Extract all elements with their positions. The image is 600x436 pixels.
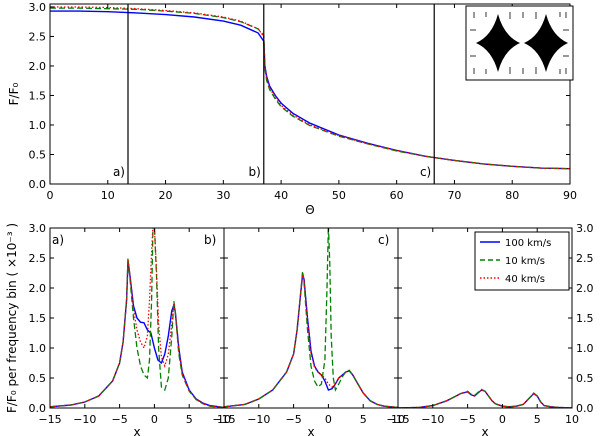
panel-a-y-tick-label: 2.0 xyxy=(29,282,47,295)
panel-c-y-tick-label: 0.0 xyxy=(576,402,594,415)
panel-a-y-tick-label: 1.0 xyxy=(29,342,47,355)
panel-b-x-tick-label: −15 xyxy=(212,413,235,426)
top-x-tick-label: 80 xyxy=(505,189,519,202)
panel-a-y-tick-label: 3.0 xyxy=(29,222,47,235)
top-x-tick-label: 60 xyxy=(390,189,404,202)
inset-image xyxy=(465,5,574,81)
top-marker-label: a) xyxy=(113,165,125,179)
inset-vector-field xyxy=(470,12,569,74)
top-marker-group: a) b) c) xyxy=(113,4,435,184)
inset-shape-left xyxy=(476,14,520,72)
panel-a-x-tick-label: 5 xyxy=(186,413,193,426)
panel-c-x-tick-label: −10 xyxy=(421,413,444,426)
panel-b-x-tick-label: 5 xyxy=(360,413,367,426)
panel-a-series-100-km-s xyxy=(50,260,224,408)
bottom-axis-ticks: −15 −10 −5 0 5 10−15 −10 −5 0 5 10−15 −10 −5 0 5 100.00… xyxy=(29,222,594,426)
panel-c-x-tick-label: 0 xyxy=(499,413,506,426)
panel-b-series-40-km-s xyxy=(224,272,398,408)
inset-shape-right xyxy=(524,14,568,72)
top-y-axis-label: F/F₀ xyxy=(7,82,21,105)
panel-a-x-axis-label: x xyxy=(133,425,140,436)
top-x-tick-label: 70 xyxy=(447,189,461,202)
panel-a-y-tick-label: 0.0 xyxy=(29,402,47,415)
panel-c-y-tick-label: 3.0 xyxy=(576,222,594,235)
top-y-tick-label: 2.0 xyxy=(29,60,47,73)
panel-a-x-tick-label: −15 xyxy=(38,413,61,426)
panel-c-x-tick-label: 5 xyxy=(534,413,541,426)
panel-b-x-tick-label: −10 xyxy=(247,413,270,426)
panel-c-x-axis-label: x xyxy=(481,425,488,436)
panel-a-series-group xyxy=(50,228,224,408)
top-series-40-km-s xyxy=(50,6,570,170)
top-y-tick-label: 1.5 xyxy=(29,89,47,102)
panel-b-frame xyxy=(223,227,399,409)
panel-a-x-tick-label: 0 xyxy=(151,413,158,426)
panel-c-y-tick-label: 2.0 xyxy=(576,282,594,295)
top-series-group xyxy=(50,6,570,170)
panel-a-y-tick-label: 0.5 xyxy=(29,372,47,385)
top-y-tick-label: 3.0 xyxy=(29,1,47,14)
top-plot-frame xyxy=(49,3,571,185)
top-y-tick-label: 2.5 xyxy=(29,30,47,43)
panel-b-series-group xyxy=(224,228,398,408)
top-x-tick-label: 10 xyxy=(101,189,115,202)
top-panel: a) b) c) 0 10 20 30 40 50 60 70 80 90 0.0 0.5 1.0 1.5 2.… xyxy=(7,1,577,217)
panel-b-series-10-km-s xyxy=(224,228,398,408)
panel-a-x-tick-label: 10 xyxy=(217,413,231,426)
top-marker-label: b) xyxy=(248,165,260,179)
top-x-tick-label: 20 xyxy=(159,189,173,202)
top-x-tick-label: 50 xyxy=(332,189,346,202)
panel-c-x-tick-label: −5 xyxy=(459,413,475,426)
panel-b-label: b) xyxy=(204,233,216,247)
panel-c-series-10-km-s xyxy=(398,388,572,408)
panel-c-y-tick-label: 1.5 xyxy=(576,312,594,325)
top-marker-label: c) xyxy=(420,165,431,179)
top-x-tick-label: 40 xyxy=(274,189,288,202)
top-y-tick-label: 1.0 xyxy=(29,119,47,132)
legend-label-100: 100 km/s xyxy=(505,238,551,249)
panel-a-x-tick-label: −5 xyxy=(111,413,127,426)
bottom-panels: −15 −10 −5 0 5 10−15 −10 −5 0 5 10−15 −10 −5 0 5 100.00… xyxy=(5,222,594,436)
panel-c-y-tick-label: 0.5 xyxy=(576,372,594,385)
panel-a-y-tick-label: 2.5 xyxy=(29,252,47,265)
panel-b-series-100-km-s xyxy=(224,274,398,408)
panel-c-y-tick-label: 1.0 xyxy=(576,342,594,355)
panel-b-x-tick-label: −5 xyxy=(285,413,301,426)
top-y-tick-label: 0.0 xyxy=(29,178,47,191)
legend-label-40: 40 km/s xyxy=(505,274,545,285)
panel-b-x-axis-label: x xyxy=(307,425,314,436)
top-x-axis-label: Θ xyxy=(305,203,314,217)
top-x-tick-label: 30 xyxy=(216,189,230,202)
top-x-tick-label: 90 xyxy=(563,189,577,202)
bottom-y-axis-label: F/F₀ per frequency bin ( ×10⁻³ ) xyxy=(5,223,19,413)
panel-b-x-tick-label: 0 xyxy=(325,413,332,426)
legend: 100 km/s 10 km/s 40 km/s xyxy=(474,231,570,291)
panel-a-label: a) xyxy=(52,233,64,247)
panel-c-x-tick-label: 10 xyxy=(565,413,579,426)
panel-a-y-tick-label: 1.5 xyxy=(29,312,47,325)
top-x-tick-label: 0 xyxy=(47,189,54,202)
panel-c-series-40-km-s xyxy=(398,389,572,408)
panel-c-label: c) xyxy=(378,233,389,247)
panel-a-x-tick-label: −10 xyxy=(73,413,96,426)
panel-c-x-tick-label: −15 xyxy=(386,413,409,426)
panel-c-y-tick-label: 2.5 xyxy=(576,252,594,265)
top-y-tick-label: 0.5 xyxy=(29,148,47,161)
legend-label-10: 10 km/s xyxy=(505,256,545,267)
panel-c-series-group xyxy=(398,388,572,408)
panel-b-x-tick-label: 10 xyxy=(391,413,405,426)
top-axis-ticks: 0 10 20 30 40 50 60 70 80 90 0.0 0.5 1.0 1.5 2.0 2.5 3.0 xyxy=(29,1,578,202)
